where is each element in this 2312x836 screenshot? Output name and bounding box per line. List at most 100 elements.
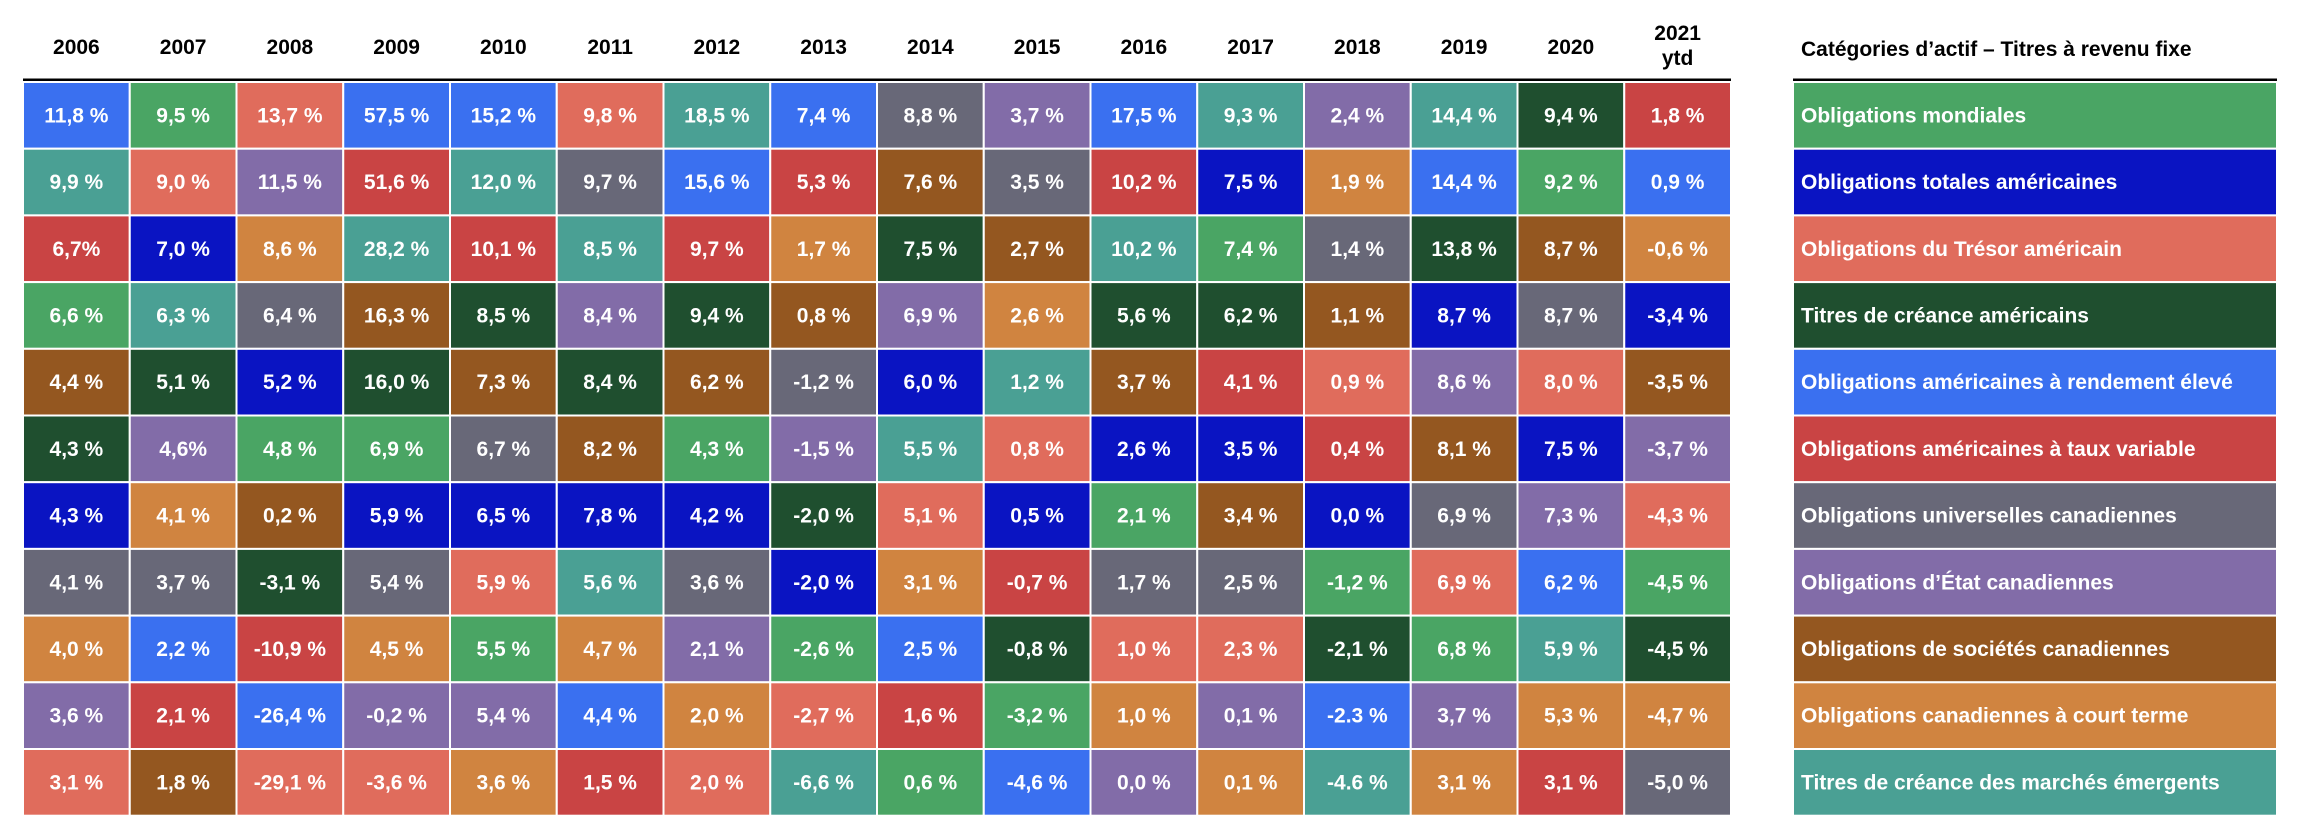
cell-rect (235, 281, 345, 350)
cell-value: 6,6 % (50, 304, 104, 327)
cell-value: 14,4 % (1431, 171, 1497, 194)
cell-value: 8,0 % (1544, 371, 1598, 394)
legend-label: Obligations totales américaines (1801, 171, 2117, 194)
cell-value: 2,0 % (690, 705, 744, 728)
cell-value: 51,6 % (364, 171, 430, 194)
cell-value: 0,8 % (797, 304, 851, 327)
quilt-cell: 9,8 % (555, 81, 665, 150)
quilt-cell: 6,6 % (22, 281, 131, 350)
quilt-cell: -3,7 % (1623, 414, 1732, 484)
cell-value: 6,3 % (156, 304, 210, 327)
quilt-cell: -0,6 % (1623, 214, 1732, 284)
quilt-cell: -3,4 % (1623, 281, 1732, 350)
quilt-cell: -2.3 % (1303, 681, 1412, 750)
cell-value: 5,6 % (583, 571, 637, 594)
quilt-cell: 5,2 % (235, 347, 345, 417)
cell-rect (449, 547, 558, 617)
quilt-cell: -4,5 % (1623, 614, 1732, 684)
cell-rect (662, 547, 772, 617)
quilt-cell: -3,6 % (342, 748, 451, 817)
quilt-cell: 9,2 % (1516, 147, 1626, 217)
cell-rect (1409, 281, 1519, 350)
quilt-cell: 5,5 % (449, 614, 558, 684)
cell-rect (555, 81, 665, 150)
cell-value: 12,0 % (471, 171, 537, 194)
quilt-cell: 17,5 % (1089, 81, 1199, 150)
year-header: 2016 (1121, 36, 1168, 59)
legend-label: Titres de créance américains (1801, 304, 2089, 327)
cell-value: 3,6 % (50, 705, 104, 728)
cell-value: 8,5 % (477, 304, 531, 327)
cell-value: 13,7 % (257, 104, 323, 127)
cell-rect (1089, 81, 1199, 150)
legend-label: Obligations mondiales (1801, 104, 2026, 127)
quilt-cell: 3,1 % (22, 748, 131, 817)
cell-value: 1,4 % (1331, 238, 1385, 261)
cell-value: 0,9 % (1331, 371, 1385, 394)
cell-value: 9,3 % (1224, 104, 1278, 127)
cell-rect (1409, 481, 1519, 550)
cell-value: -3,6 % (366, 771, 427, 794)
quilt-cell: 11,8 % (22, 81, 131, 150)
cell-value: 0,0 % (1117, 771, 1171, 794)
legend-label: Obligations américaines à taux variable (1801, 438, 2196, 461)
cell-value: -2,1 % (1327, 638, 1388, 661)
cell-value: 7,4 % (1224, 238, 1278, 261)
cell-value: -4.6 % (1327, 771, 1388, 794)
quilt-cell: 7,4 % (769, 81, 878, 150)
quilt-cell: 2,5 % (876, 614, 985, 684)
cell-value: 7,4 % (797, 104, 851, 127)
cell-value: 9,7 % (690, 238, 744, 261)
cell-value: 0,6 % (904, 771, 958, 794)
quilt-cell: 0,8 % (982, 414, 1092, 484)
cell-value: 15,2 % (471, 104, 537, 127)
cell-value: 2,6 % (1010, 304, 1064, 327)
quilt-cell: 3,7 % (1089, 347, 1199, 417)
cell-value: 2,5 % (1224, 571, 1278, 594)
year-header: 2006 (53, 36, 100, 59)
cell-value: 7,6 % (904, 171, 958, 194)
cell-value: -1,2 % (793, 371, 854, 394)
cell-value: 10,1 % (471, 238, 537, 261)
quilt-cell: 6,7 % (449, 414, 558, 484)
legend-swatch (1792, 214, 2278, 284)
quilt-cell: 4,1 % (128, 481, 238, 550)
cell-value: 1,0 % (1117, 638, 1171, 661)
quilt-cell: 0,1 % (1196, 748, 1305, 817)
cell-value: 10,2 % (1111, 238, 1177, 261)
cell-rect (1196, 748, 1305, 817)
quilt-cell: 2,4 % (1303, 81, 1412, 150)
cell-value: 2,6 % (1117, 438, 1171, 461)
cell-value: 3,7 % (156, 571, 210, 594)
cell-rect (449, 281, 558, 350)
cell-rect (1196, 614, 1305, 684)
quilt-cell: 1,7 % (1089, 547, 1199, 617)
cell-rect (1303, 347, 1412, 417)
cell-rect (555, 748, 665, 817)
quilt-cell: 4,7 % (555, 614, 665, 684)
quilt-cell: 1,4 % (1303, 214, 1412, 284)
cell-value: -2.3 % (1327, 705, 1388, 728)
quilt-cell: 16,0 % (342, 347, 451, 417)
cell-value: 3,1 % (50, 771, 104, 794)
quilt-cell: -1,2 % (1303, 547, 1412, 617)
cell-value: -5,0 % (1647, 771, 1708, 794)
cell-value: 16,0 % (364, 371, 430, 394)
cell-value: 5,4 % (370, 571, 424, 594)
cell-value: -4,3 % (1647, 505, 1708, 528)
legend-swatch (1792, 614, 2278, 684)
cell-value: 5,9 % (370, 505, 424, 528)
cell-rect (1303, 147, 1412, 217)
cell-value: 2,2 % (156, 638, 210, 661)
cell-value: 3,6 % (690, 571, 744, 594)
quilt-cell: 7,3 % (449, 347, 558, 417)
quilt-cell: 2,0 % (662, 681, 772, 750)
legend-item: Titres de créance américains (1792, 281, 2278, 350)
quilt-cell: 0,0 % (1089, 748, 1199, 817)
cell-value: 6,5 % (477, 505, 531, 528)
quilt-cell: 14,4 % (1409, 81, 1519, 150)
cell-rect (342, 281, 451, 350)
quilt-cell: 5,1 % (876, 481, 985, 550)
quilt-cell: 3,6 % (449, 748, 558, 817)
legend-swatch (1792, 547, 2278, 617)
